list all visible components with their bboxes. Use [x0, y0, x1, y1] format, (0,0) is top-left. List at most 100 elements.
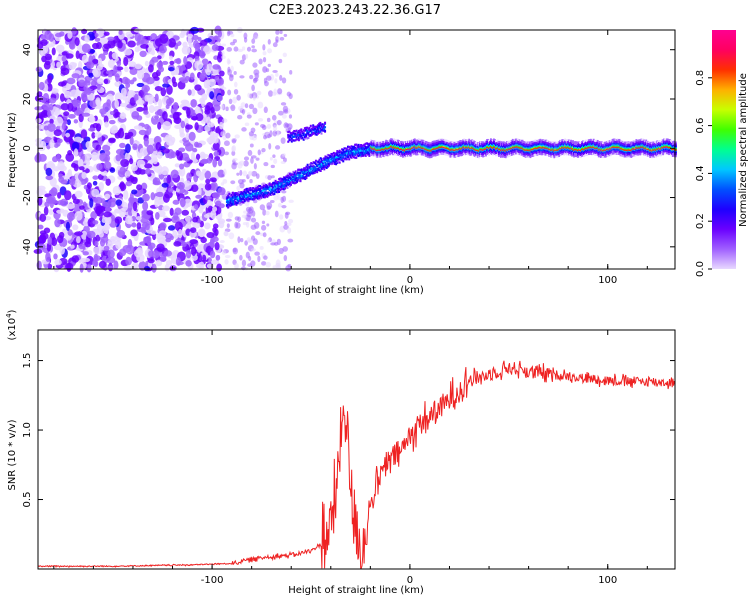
heatmap-cell — [65, 53, 74, 59]
heatmap-cell — [348, 148, 351, 151]
heatmap-cell — [81, 230, 88, 240]
heatmap-cell — [488, 147, 490, 150]
heatmap-cell — [273, 158, 278, 164]
heatmap-cell — [229, 199, 232, 202]
heatmap-cell — [136, 222, 142, 230]
heatmap-cell — [263, 106, 268, 114]
heatmap-cell — [675, 149, 677, 151]
heatmap-cell — [260, 186, 263, 189]
heatmap-cell — [430, 149, 433, 152]
colorbar-tick-label: 0.8 — [695, 70, 706, 86]
heatmap-cell — [267, 63, 271, 68]
heatmap-cell — [506, 149, 509, 151]
heatmap-cell — [544, 147, 547, 150]
snr-panel: -100 0 100 0.51.01.5 Height of straight li… — [5, 309, 676, 596]
heatmap-cell — [206, 79, 211, 89]
heatmap-cell — [143, 236, 148, 244]
heatmap-cell — [236, 202, 239, 205]
heatmap-cell — [205, 178, 211, 184]
heatmap-cell — [644, 147, 647, 150]
heatmap-cell — [278, 247, 284, 255]
heatmap-cell — [337, 158, 340, 161]
heatmap-cell — [237, 48, 244, 53]
heatmap-cell — [307, 174, 310, 177]
heatmap-cell — [381, 149, 384, 151]
heatmap-cell — [363, 143, 366, 146]
heatmap-cell — [358, 149, 361, 152]
heatmap-cell — [192, 147, 198, 153]
heatmap-cell — [291, 173, 294, 176]
heatmap-cell — [315, 130, 318, 134]
heatmap-cell — [166, 174, 172, 184]
heatmap-cell — [261, 186, 264, 189]
heatmap-cell — [282, 179, 285, 182]
heatmap-cell — [243, 191, 246, 194]
heatmap-cell — [272, 193, 275, 196]
heatmap-cell — [365, 153, 368, 156]
heatmap-cell — [227, 89, 232, 96]
heatmap-cell — [528, 149, 531, 151]
heatmap-cell — [475, 149, 477, 152]
heatmap-cell — [485, 148, 487, 150]
heatmap-cell — [288, 182, 291, 185]
heatmap-cell — [314, 167, 317, 170]
heatmap-cell — [181, 209, 190, 216]
heatmap-cell — [319, 164, 322, 168]
heatmap-cell — [103, 43, 112, 50]
heatmap-cell — [51, 88, 59, 94]
heatmap-cell — [363, 150, 366, 153]
heatmap-cell — [260, 196, 263, 199]
heatmap-cell — [39, 213, 47, 222]
heatmap-cell — [567, 146, 569, 149]
heatmap-cell — [161, 205, 170, 212]
heatmap-cell — [598, 148, 601, 151]
heatmap-cell — [195, 113, 204, 122]
heatmap-cell — [159, 256, 167, 262]
heatmap-cell — [543, 147, 546, 149]
heatmap-cell — [306, 171, 309, 174]
heatmap-cell — [319, 123, 322, 127]
heatmap-cell — [78, 113, 84, 123]
heatmap-cell — [391, 146, 393, 148]
heatmap-cell — [70, 244, 75, 249]
heatmap-cell — [65, 132, 71, 138]
heatmap-cell — [266, 191, 269, 194]
heatmap-cell — [246, 237, 251, 243]
heatmap-cell — [349, 153, 352, 157]
heatmap-cell — [532, 148, 535, 151]
heatmap-cell — [281, 180, 284, 183]
heatmap-cell — [276, 130, 280, 137]
heatmap-cell — [317, 167, 320, 170]
heatmap-cell — [125, 256, 132, 266]
heatmap-cell — [188, 131, 196, 141]
heatmap-cell — [587, 147, 590, 149]
heatmap-cell — [623, 149, 626, 151]
heatmap-cell — [436, 147, 439, 150]
heatmap-cell — [525, 148, 528, 151]
heatmap-cell — [293, 171, 296, 175]
heatmap-cell — [235, 192, 238, 195]
heatmap-cell — [525, 149, 528, 151]
heatmap-cell — [294, 170, 297, 173]
heatmap-cell — [307, 128, 310, 131]
heatmap-cell — [259, 194, 262, 197]
heatmap-cell — [145, 235, 152, 245]
heatmap-cell — [67, 30, 73, 39]
heatmap-cell — [158, 98, 163, 109]
heatmap-cell — [577, 149, 579, 152]
heatmap-cell — [261, 220, 266, 225]
heatmap-cell — [652, 149, 655, 151]
heatmap-cell — [405, 147, 408, 150]
heatmap-cell — [276, 238, 281, 246]
snr-frame — [37, 329, 676, 570]
heatmap-cell — [381, 148, 384, 151]
heatmap-cell — [345, 150, 348, 153]
heatmap-cell — [219, 70, 225, 77]
heatmap-cell — [565, 147, 568, 149]
heatmap-cell — [165, 237, 172, 243]
heatmap-cell — [423, 148, 426, 150]
heatmap-cell — [134, 46, 140, 53]
heatmap-cell — [132, 77, 137, 82]
heatmap-cell — [115, 239, 122, 250]
heatmap-cell — [305, 174, 308, 177]
